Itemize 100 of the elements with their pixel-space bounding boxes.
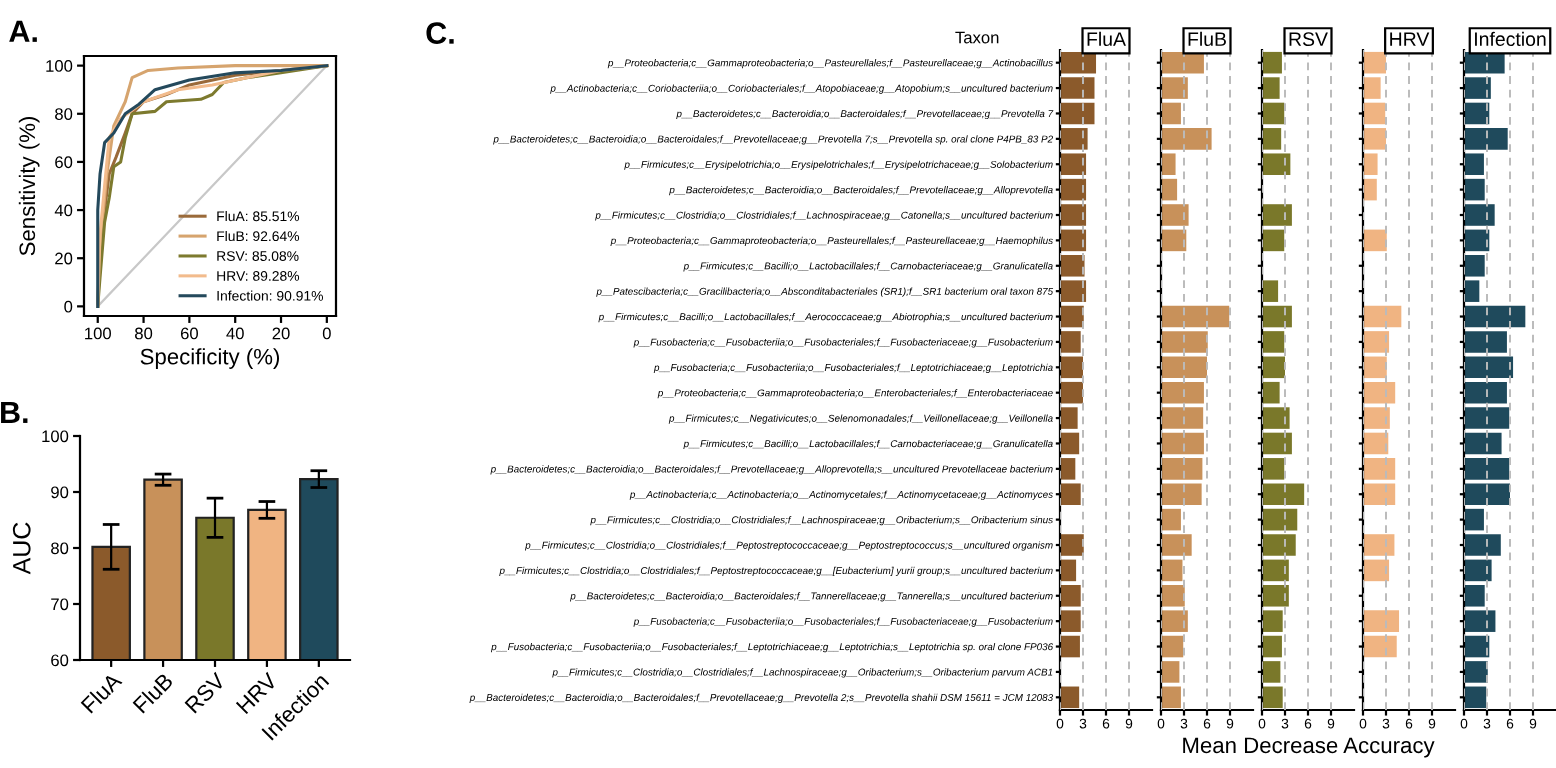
chart-title: A.: [9, 20, 37, 42]
bar: [1262, 534, 1296, 556]
bar: [1464, 178, 1485, 201]
bar: [1262, 305, 1292, 328]
bar: [1262, 407, 1290, 429]
x-tick-label: 60: [180, 327, 198, 340]
bar: [1262, 356, 1285, 379]
bar: [1161, 661, 1180, 683]
x-tick-label: 100: [85, 327, 111, 340]
bar: [1161, 305, 1230, 328]
bar: [1464, 356, 1514, 379]
bar: [1060, 635, 1080, 658]
bar: [1262, 51, 1282, 74]
bar: [1363, 356, 1387, 379]
bar: [1161, 204, 1189, 226]
bar: [1262, 508, 1298, 531]
bar: [1262, 432, 1292, 455]
bar: [1363, 635, 1397, 658]
bar: [1161, 432, 1204, 455]
bar: [1262, 381, 1280, 404]
bar: [1161, 407, 1204, 429]
y-tick-label: 70: [51, 598, 69, 611]
bar: [1161, 331, 1208, 353]
y-tick-label: 40: [54, 204, 73, 217]
chart-title: HRV: [1390, 32, 1430, 46]
bar: [1464, 534, 1501, 556]
y-tick-label: 60: [55, 156, 73, 169]
bar: [1464, 407, 1510, 429]
bar: [1464, 381, 1507, 404]
chart-title: FluB: [1188, 31, 1226, 47]
bar: [1060, 178, 1087, 201]
text: Taxon: [955, 31, 999, 44]
text: C.: [426, 22, 454, 44]
bar: [1464, 204, 1495, 226]
bar: [1161, 559, 1183, 582]
bar: [1464, 305, 1526, 328]
bar: [1161, 635, 1184, 658]
bar: [1363, 559, 1390, 582]
bar: [1363, 610, 1400, 632]
bar: [1060, 331, 1081, 353]
bar: [1464, 559, 1492, 582]
bar: [1262, 280, 1279, 302]
chart-title: FluA: [1087, 31, 1126, 47]
bar: [1363, 331, 1390, 353]
bar: [1161, 356, 1207, 379]
bar: [1363, 407, 1390, 429]
y-tick-label: 0: [64, 300, 73, 313]
bar: [1060, 407, 1078, 429]
bar: [1464, 77, 1491, 99]
bar: [1161, 686, 1181, 709]
bar: [1161, 381, 1204, 404]
x-axis-title: Specificity (%): [140, 348, 279, 369]
bar: [1060, 686, 1080, 709]
y-axis-title: Sensitivity (%): [18, 117, 40, 256]
y-tick-label: 60: [51, 654, 69, 667]
y-tick-label: 100: [42, 430, 69, 443]
x-tick-label: 80: [135, 327, 153, 340]
bar: [1363, 178, 1377, 201]
bar: [1363, 77, 1381, 99]
bar: [1262, 77, 1280, 99]
bar: [1464, 661, 1488, 683]
bar: [1262, 661, 1281, 683]
bar: [1161, 102, 1181, 125]
bar: [1060, 534, 1084, 556]
chart-title: Infection: [1475, 31, 1546, 47]
bar: [1363, 102, 1386, 125]
x-tick-label: 20: [272, 327, 290, 340]
bar: [1060, 432, 1080, 455]
chart-title: RSV: [1289, 32, 1328, 47]
bar: [1161, 77, 1188, 99]
bar: [1363, 51, 1386, 74]
bar: [1060, 559, 1077, 582]
x-tick-label: 40: [226, 327, 244, 340]
bar: [1262, 102, 1285, 125]
bar: [1262, 686, 1283, 709]
bar: [1464, 432, 1502, 455]
bar: [1262, 331, 1285, 353]
bar: [1464, 331, 1507, 353]
bar: [1262, 635, 1282, 658]
y-axis-title: AUC: [12, 522, 31, 575]
bar: [1161, 178, 1178, 201]
bar: [1161, 508, 1181, 531]
bar: [1262, 559, 1289, 582]
y-tick-label: 80: [51, 542, 69, 555]
bar: [1464, 508, 1484, 531]
bar: [1464, 686, 1487, 709]
bar: [1060, 381, 1083, 404]
bar: [1262, 229, 1285, 252]
y-tick-label: 100: [46, 60, 73, 72]
y-tick-label: 80: [55, 108, 73, 120]
bar: [1060, 356, 1083, 379]
y-tick-label: 90: [51, 486, 69, 499]
bar: [1363, 381, 1396, 404]
bar: [1363, 305, 1402, 328]
y-tick-label: 20: [55, 252, 73, 265]
bar: [1060, 77, 1095, 99]
x-tick-label: 0: [322, 327, 331, 340]
chart-title: B.: [1, 401, 28, 423]
x-axis-title: Mean Decrease Accuracy: [1183, 737, 1435, 758]
bar: [1363, 534, 1395, 556]
